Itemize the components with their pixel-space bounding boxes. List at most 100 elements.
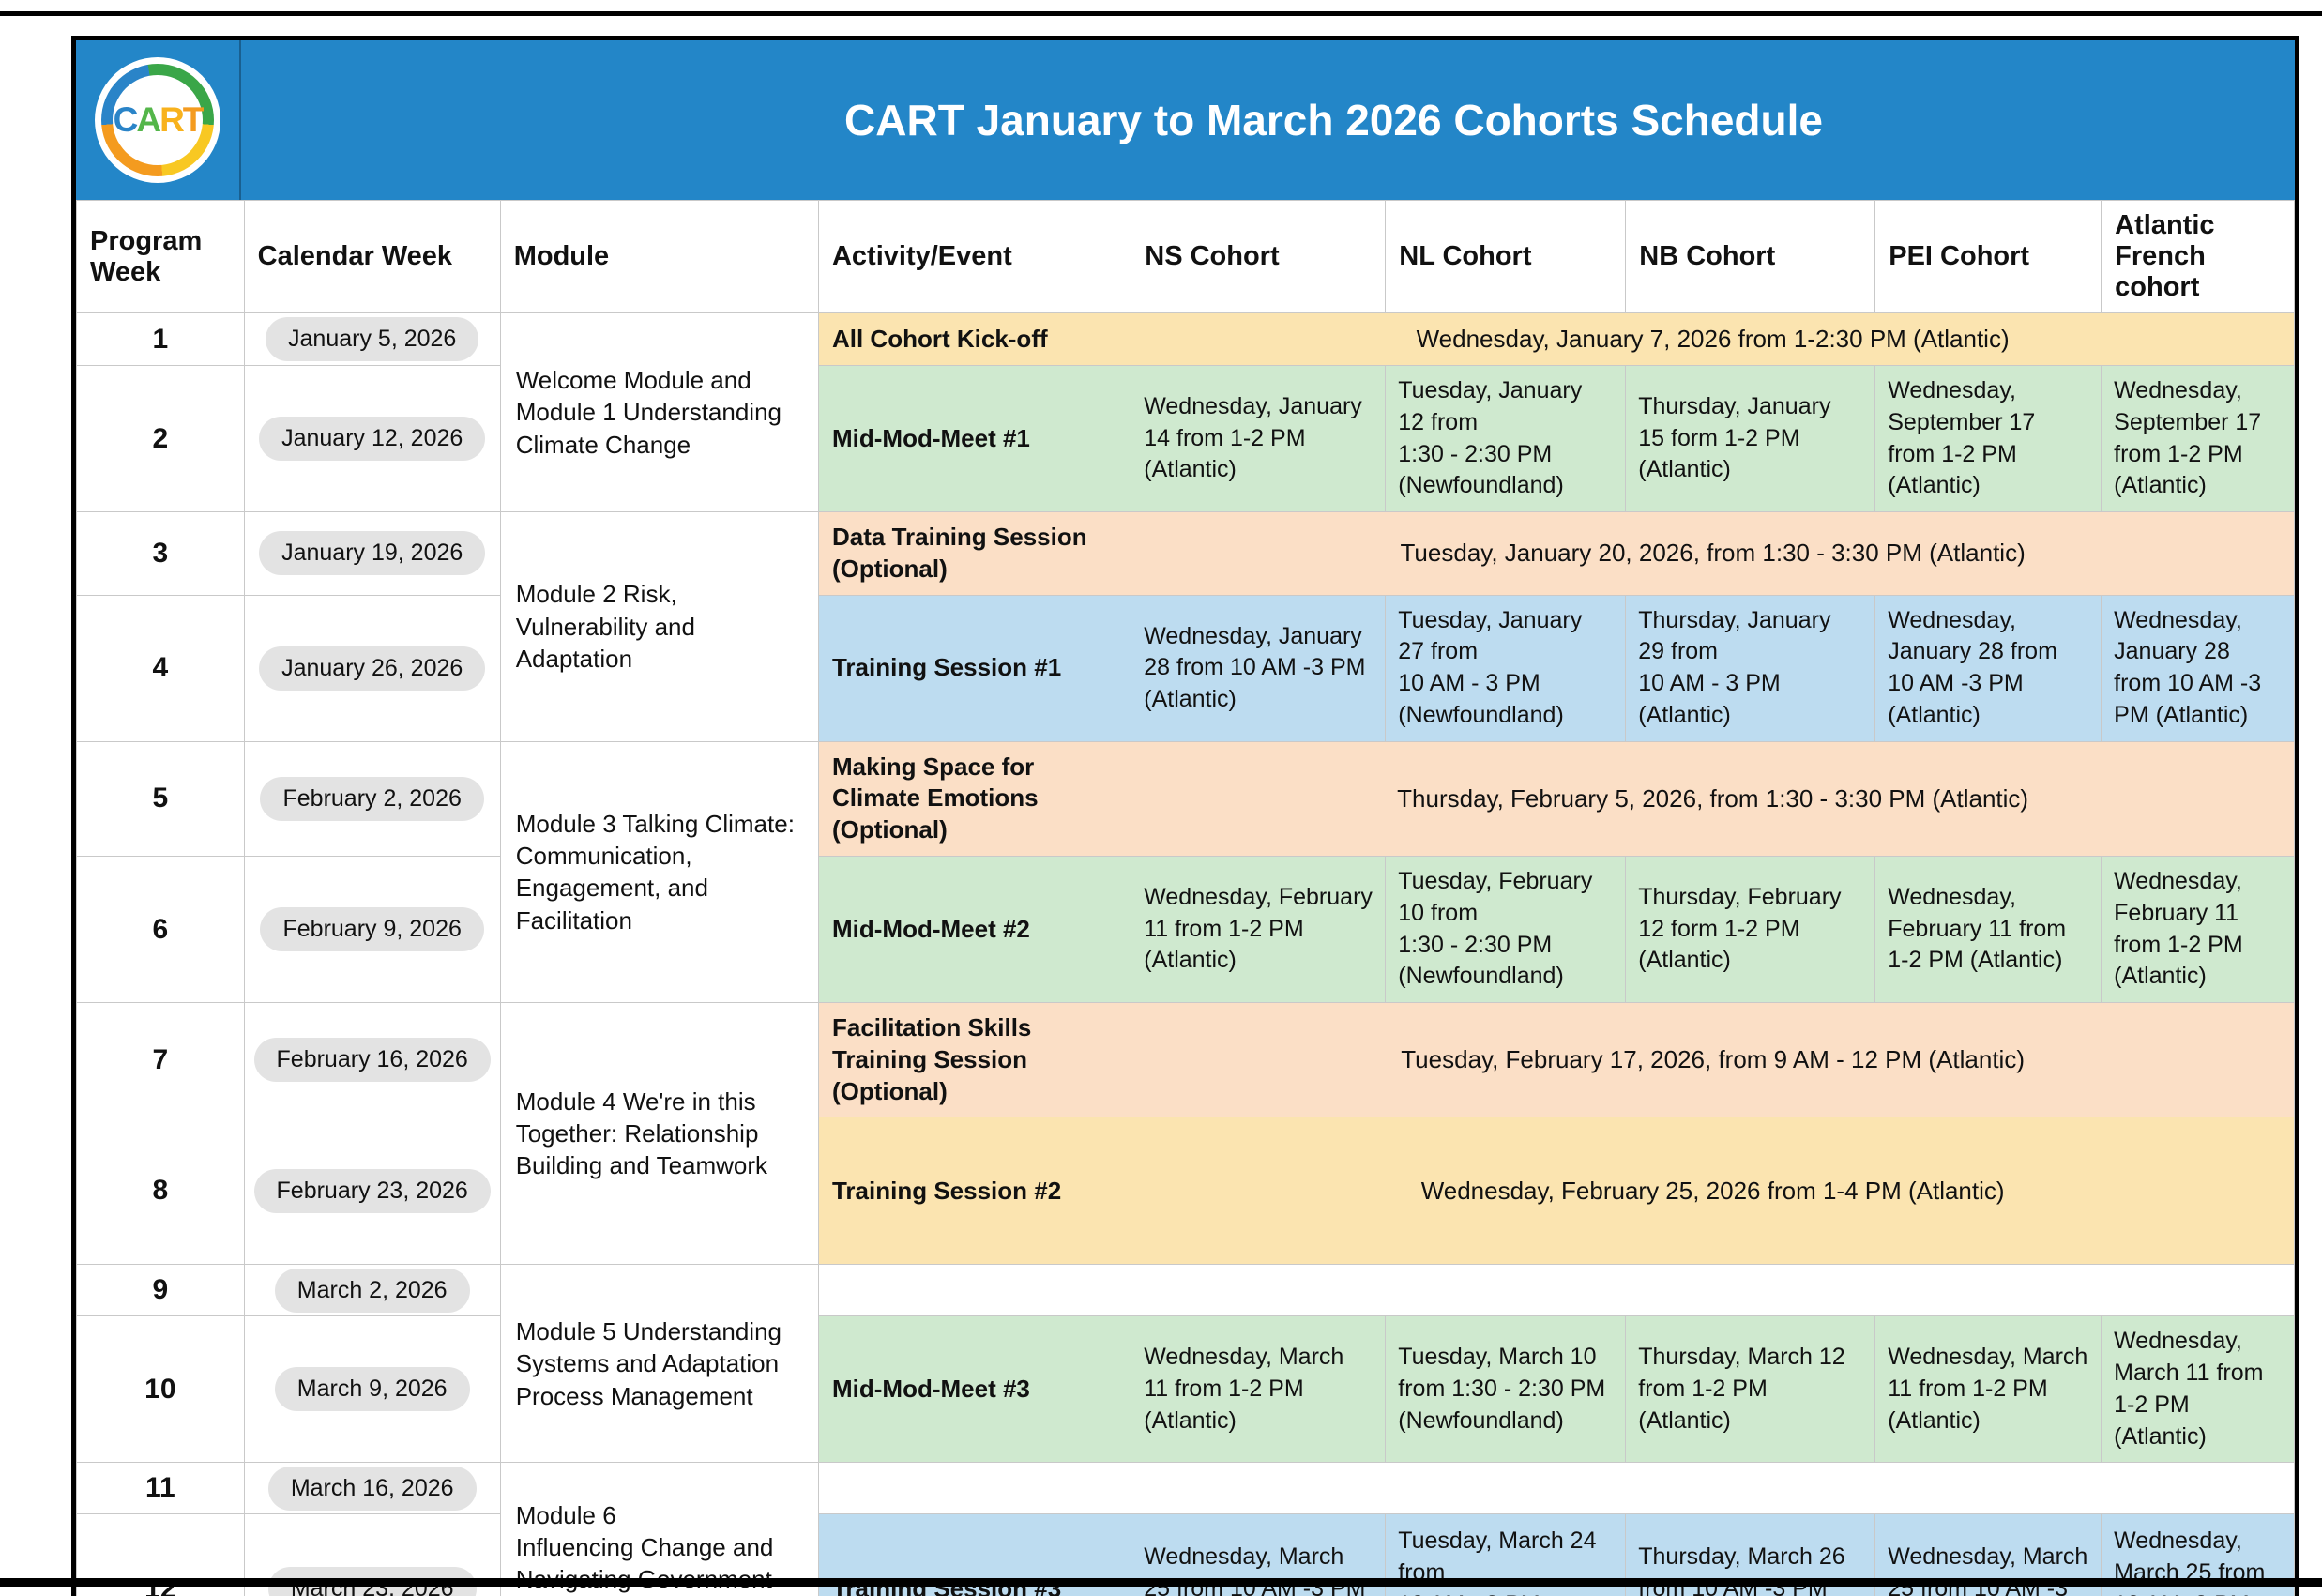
nb-time-cell: Thursday, February 12 form 1-2 PM (Atlan… xyxy=(1625,856,1876,1004)
empty-activity-cell xyxy=(817,1462,2296,1515)
nl-time-cell: Tuesday, March 10 from 1:30 - 2:30 PM (N… xyxy=(1385,1315,1627,1464)
table-row-week3: 3 January 19, 2026 Module 2 Risk, Vulner… xyxy=(76,511,2295,742)
activity-label: Facilitation Skills Training Session (Op… xyxy=(817,1002,1132,1118)
nb-time-cell: Thursday, January 29 from 10 AM - 3 PM (… xyxy=(1625,594,1876,742)
calendar-week-cell: February 9, 2026 xyxy=(243,856,501,1004)
activity-label: Training Session #2 xyxy=(817,1117,1132,1266)
ns-time-cell: Wednesday, February 11 from 1-2 PM (Atla… xyxy=(1131,856,1387,1004)
activity-label: Data Training Session (Optional) xyxy=(817,511,1132,596)
logo-letter: A xyxy=(136,100,161,139)
nb-time-cell: Thursday, March 12 from 1-2 PM (Atlantic… xyxy=(1625,1315,1876,1464)
ns-time-cell: Wednesday, January 28 from 10 AM -3 PM (… xyxy=(1131,594,1387,742)
table-row-week1: 1 January 5, 2026 Welcome Module and Mod… xyxy=(76,312,2295,513)
page-title: CART January to March 2026 Cohorts Sched… xyxy=(844,96,1823,144)
calendar-week-pill: March 9, 2026 xyxy=(274,1367,470,1412)
empty-activity-cell xyxy=(817,1264,2296,1317)
calendar-week-cell: March 16, 2026 xyxy=(243,1462,501,1515)
nl-time-cell: Tuesday, February 10 from 1:30 - 2:30 PM… xyxy=(1385,856,1627,1004)
program-week-number: 7 xyxy=(76,1002,245,1118)
pei-time-cell: Wednesday, March 11 from 1-2 PM (Atlanti… xyxy=(1874,1315,2102,1464)
calendar-week-cell: February 16, 2026 xyxy=(243,1002,501,1118)
col-header-pei-cohort: PEI Cohort xyxy=(1874,200,2102,313)
col-header-french-cohort: Atlantic French cohort xyxy=(2101,200,2295,313)
calendar-week-pill: March 16, 2026 xyxy=(267,1466,477,1511)
col-header-ns-cohort: NS Cohort xyxy=(1131,200,1387,313)
table-header-row: Program Week Calendar Week Module Activi… xyxy=(76,200,2295,313)
ns-time-cell: Wednesday, March 11 from 1-2 PM (Atlanti… xyxy=(1131,1315,1387,1464)
program-week-number: 1 xyxy=(76,312,245,367)
french-time-cell: Wednesday, September 17 from 1-2 PM (Atl… xyxy=(2101,365,2295,513)
activity-label: Making Space for Climate Emotions (Optio… xyxy=(817,740,1132,858)
col-header-program-week: Program Week xyxy=(76,200,245,313)
program-week-number: 5 xyxy=(76,740,245,858)
nl-time-cell: Tuesday, January 27 from 10 AM - 3 PM (N… xyxy=(1385,594,1627,742)
program-week-number: 8 xyxy=(76,1117,245,1266)
table-row-week7: 7 February 16, 2026 Module 4 We're in th… xyxy=(76,1002,2295,1266)
col-header-calendar-week: Calendar Week xyxy=(243,200,501,313)
col-header-nb-cohort: NB Cohort xyxy=(1625,200,1876,313)
ns-time-cell: Wednesday, January 14 from 1-2 PM (Atlan… xyxy=(1131,365,1387,513)
pei-time-cell: Wednesday, September 17 from 1-2 PM (Atl… xyxy=(1874,365,2102,513)
program-week-number: 4 xyxy=(76,594,245,742)
table-row-week4: 4 January 26, 2026 Training Session #1 W… xyxy=(76,594,2295,742)
calendar-week-cell: March 9, 2026 xyxy=(243,1315,501,1464)
schedule-table: Program Week Calendar Week Module Activi… xyxy=(76,200,2296,1596)
activity-label: Training Session #1 xyxy=(817,594,1132,742)
table-row-week2: 2 January 12, 2026 Mid-Mod-Meet #1 Wedne… xyxy=(76,365,2295,513)
calendar-week-pill: February 9, 2026 xyxy=(260,907,484,952)
logo-letter: R xyxy=(159,100,185,139)
page-edge-top-rule xyxy=(0,11,2322,16)
calendar-week-cell: January 12, 2026 xyxy=(243,365,501,513)
program-week-number: 10 xyxy=(76,1315,245,1464)
col-header-nl-cohort: NL Cohort xyxy=(1385,200,1627,313)
module-cell: Welcome Module and Module 1 Understandin… xyxy=(499,312,819,513)
activity-label: Mid-Mod-Meet #2 xyxy=(817,856,1132,1004)
module-cell: Module 2 Risk, Vulnerability and Adaptat… xyxy=(499,511,819,742)
module-cell: Module 4 We're in this Together: Relatio… xyxy=(499,1002,819,1266)
all-cohort-time-cell: Tuesday, February 17, 2026, from 9 AM - … xyxy=(1131,1002,2295,1118)
calendar-week-cell: February 23, 2026 xyxy=(243,1117,501,1266)
calendar-week-pill: January 19, 2026 xyxy=(259,531,486,576)
calendar-week-pill: February 16, 2026 xyxy=(253,1038,491,1083)
all-cohort-time-cell: Tuesday, January 20, 2026, from 1:30 - 3… xyxy=(1131,511,2295,596)
calendar-week-cell: February 2, 2026 xyxy=(243,740,501,858)
page-edge-bottom-rule xyxy=(0,1578,2322,1587)
table-row-week10: 10 March 9, 2026 Mid-Mod-Meet #3 Wednesd… xyxy=(76,1315,2295,1464)
calendar-week-pill: February 23, 2026 xyxy=(253,1168,491,1213)
logo-letter: T xyxy=(182,100,205,139)
nb-time-cell: Thursday, January 15 form 1-2 PM (Atlant… xyxy=(1625,365,1876,513)
table-row-week5: 5 February 2, 2026 Module 3 Talking Clim… xyxy=(76,740,2295,1004)
french-time-cell: Wednesday, January 28 from 10 AM -3 PM (… xyxy=(2101,594,2295,742)
logo-letter: C xyxy=(113,100,139,139)
pei-time-cell: Wednesday, January 28 from 10 AM -3 PM (… xyxy=(1874,594,2102,742)
calendar-week-cell: January 5, 2026 xyxy=(243,312,501,367)
calendar-week-cell: January 26, 2026 xyxy=(243,594,501,742)
all-cohort-time-cell: Thursday, February 5, 2026, from 1:30 - … xyxy=(1131,740,2295,858)
table-row-week8: 8 February 23, 2026 Training Session #2 … xyxy=(76,1117,2295,1266)
table-row-week6: 6 February 9, 2026 Mid-Mod-Meet #2 Wedne… xyxy=(76,856,2295,1004)
module-cell: Module 3 Talking Climate: Communication,… xyxy=(499,740,819,1004)
calendar-week-pill: February 2, 2026 xyxy=(260,776,484,821)
calendar-week-cell: January 19, 2026 xyxy=(243,511,501,596)
calendar-week-pill: January 12, 2026 xyxy=(259,417,486,462)
col-header-module: Module xyxy=(499,200,819,313)
col-header-activity: Activity/Event xyxy=(817,200,1132,313)
activity-label: Mid-Mod-Meet #1 xyxy=(817,365,1132,513)
activity-label: Mid-Mod-Meet #3 xyxy=(817,1315,1132,1464)
program-week-number: 11 xyxy=(76,1462,245,1515)
table-row-week11: 11 March 16, 2026 Module 6 Influencing C… xyxy=(76,1462,2296,1596)
module-cell: Module 6 Influencing Change and Navigati… xyxy=(499,1462,819,1596)
french-time-cell: Wednesday, February 11 from 1-2 PM (Atla… xyxy=(2101,856,2295,1004)
calendar-week-pill: January 5, 2026 xyxy=(266,317,479,362)
calendar-week-pill: March 2, 2026 xyxy=(274,1268,470,1313)
french-time-cell: Wednesday, March 11 from 1-2 PM (Atlanti… xyxy=(2101,1315,2295,1464)
pei-time-cell: Wednesday, February 11 from 1-2 PM (Atla… xyxy=(1874,856,2102,1004)
module-cell: Module 5 Understanding Systems and Adapt… xyxy=(499,1264,819,1464)
